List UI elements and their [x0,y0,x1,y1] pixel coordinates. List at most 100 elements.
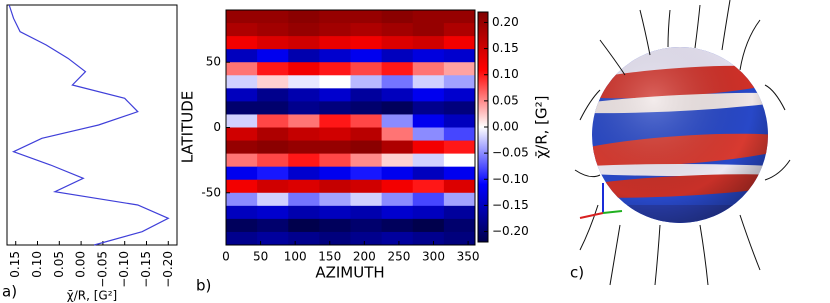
y-axis-label: LATITUDE [179,91,197,164]
heatmap-cell [381,205,414,220]
heatmap-cell [257,179,289,194]
x-tick-label: −0.20 [161,251,175,288]
heatmap-cell [350,140,383,155]
heatmap-cell [350,153,383,168]
heatmap-cell [443,75,476,89]
x-tick-label: 250 [387,250,410,264]
heatmap-cell [288,114,320,128]
x-tick-label: −0.10 [117,251,131,288]
heatmap-cell [412,23,445,37]
heatmap-cell [443,179,476,194]
heatmap-cell [443,153,476,168]
heatmap-cell [319,23,351,37]
heatmap-cell [350,10,383,24]
colorbar-tick-label: −0.05 [492,146,529,160]
heatmap-cell [443,101,476,115]
colorbar-tick-label: −0.15 [492,198,529,212]
heatmap-cell [381,23,414,37]
heatmap-cell [226,218,258,233]
heatmap-cell [412,101,445,115]
x-axis-label: χ̄/R, [G²] [67,289,117,303]
heatmap-cell [257,23,289,37]
heatmap-cell [412,140,445,155]
heatmap-cell [443,231,476,246]
heatmap-cell [288,140,320,155]
heatmap-cell [412,218,445,233]
heatmap-cell [412,179,445,194]
colorbar-label: χ̄/R, [G²] [533,95,551,158]
heatmap-cell [319,88,351,102]
heatmap-cell [288,49,320,63]
heatmap-cell [443,205,476,220]
plot-frame-a [6,4,178,246]
heatmap-cell [412,192,445,207]
heatmap-cell [226,62,258,76]
heatmap-cell [226,153,258,168]
heatmap-cell [319,101,351,115]
heatmap-cell [288,192,320,207]
heatmap-cell [257,231,289,246]
heatmap-cell [443,114,476,128]
colorbar-tick-label: 0.20 [492,15,519,29]
heatmap-cell [319,114,351,128]
heatmap-cell [350,114,383,128]
heatmap-cell [443,62,476,76]
x-tick-label: 150 [318,250,341,264]
heatmap-cell [412,127,445,142]
heatmap-cell [443,49,476,63]
x-tick-label: 100 [284,250,307,264]
heatmap-cells [226,10,476,246]
heatmap-cell [288,62,320,76]
x-tick-label: 0.10 [30,251,44,278]
heatmap-cell [443,23,476,37]
heatmap-cell [226,10,258,24]
heatmap-cell [412,153,445,168]
colorbar-tick-label: −0.20 [492,224,529,238]
heatmap-cell [381,114,414,128]
heatmap-cell [443,140,476,155]
heatmap-cell [381,179,414,194]
heatmap-cell [257,127,289,142]
colorbar-tick-label: 0.10 [492,67,519,81]
heatmap-cell [288,10,320,24]
x-tick-label: 300 [422,250,445,264]
x-tick-label: −0.05 [95,251,109,288]
heatmap-cell [350,127,383,142]
heatmap-cell [288,231,320,246]
heatmap-cell [350,231,383,246]
sphere-panel [574,0,791,286]
heatmap-cell [381,140,414,155]
heatmap-cell [257,49,289,63]
heatmap-cell [381,62,414,76]
heatmap-cell [412,49,445,63]
heatmap-cell [226,49,258,63]
heatmap-cell [257,218,289,233]
heatmap-cell [350,36,383,50]
heatmap-cell [257,166,289,181]
heatmap-cell [319,127,351,142]
heatmap-cell [257,101,289,115]
heatmap-cell [257,10,289,24]
heatmap-cell [288,153,320,168]
heatmap-cell [288,23,320,37]
x-tick-label: 350 [457,250,480,264]
heatmap-cell [226,205,258,220]
heatmap-cell [257,114,289,128]
heatmap-cell [226,127,258,142]
heatmap-cell [226,75,258,89]
heatmap-cell [319,75,351,89]
profile-line [8,4,170,246]
x-tick-label: −0.15 [139,251,153,288]
y-tick-label: 0 [213,120,221,134]
heatmap-cell [412,114,445,128]
heatmap-cell [350,218,383,233]
heatmap-cell [350,23,383,37]
y-tick-label: 50 [206,55,221,69]
heatmap-cell [226,101,258,115]
heatmap-cell [412,231,445,246]
heatmap-cell [288,205,320,220]
heatmap-cell [443,192,476,207]
heatmap-cell [257,36,289,50]
heatmap-cell [226,192,258,207]
